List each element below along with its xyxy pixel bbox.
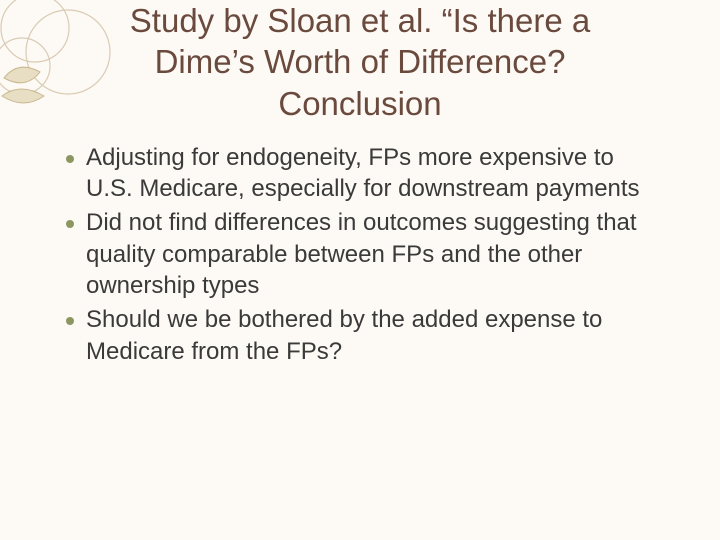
bullet-icon — [60, 304, 86, 325]
bullet-item: Did not find differences in outcomes sug… — [60, 207, 660, 302]
bullet-icon — [60, 207, 86, 228]
slide: Study by Sloan et al. “Is there a Dime’s… — [0, 0, 720, 540]
bullet-text: Should we be bothered by the added expen… — [86, 304, 660, 367]
bullet-icon — [60, 142, 86, 163]
slide-title: Study by Sloan et al. “Is there a Dime’s… — [50, 0, 670, 142]
slide-body: Adjusting for endogeneity, FPs more expe… — [50, 142, 670, 368]
bullet-text: Adjusting for endogeneity, FPs more expe… — [86, 142, 660, 205]
bullet-item: Adjusting for endogeneity, FPs more expe… — [60, 142, 660, 205]
bullet-item: Should we be bothered by the added expen… — [60, 304, 660, 367]
bullet-text: Did not find differences in outcomes sug… — [86, 207, 660, 302]
